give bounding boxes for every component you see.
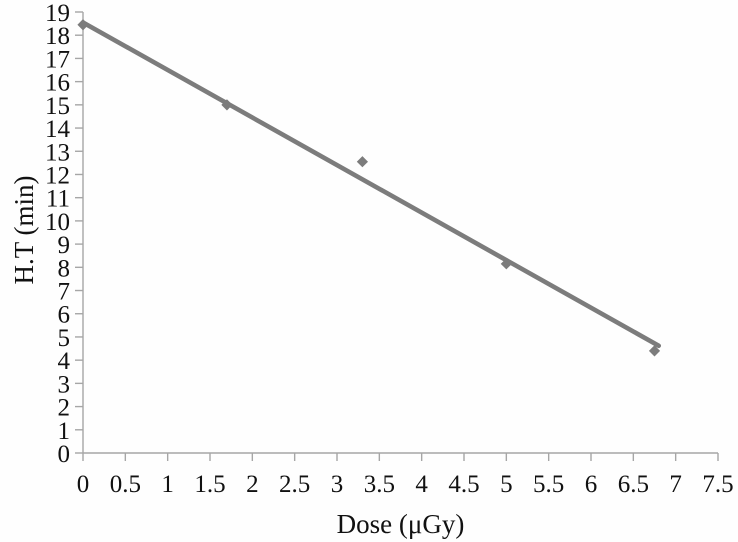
data-point-marker [500,258,512,270]
x-tick-label: 7.5 [702,471,733,498]
x-tick-label: 2.5 [279,471,310,498]
y-tick-label: 1 [58,418,71,445]
x-tick-label: 4.5 [448,471,479,498]
y-tick-label: 19 [45,0,70,27]
y-tick-label: 10 [45,209,70,236]
y-tick-label: 5 [58,325,71,352]
y-tick-label: 0 [58,441,71,468]
x-tick-label: 6 [585,471,598,498]
y-tick-label: 8 [58,255,71,282]
y-tick-label: 18 [45,23,70,50]
x-tick-label: 5.5 [533,471,564,498]
y-tick-label: 13 [45,139,70,166]
y-tick-label: 15 [45,93,70,120]
data-point-marker [77,19,89,31]
x-tick-label: 3 [331,471,344,498]
x-tick-label: 1.5 [194,471,225,498]
x-tick-label: 3.5 [364,471,395,498]
y-tick-label: 2 [58,395,71,422]
x-tick-label: 1 [161,471,174,498]
y-tick-label: 4 [58,348,71,375]
data-point-marker [648,345,661,357]
y-axis-label: H.T (min) [9,176,39,285]
y-tick-label: 7 [58,279,71,306]
y-tick-label: 14 [45,116,71,143]
x-tick-label: 6.5 [618,471,649,498]
x-tick-label: 2 [246,471,259,498]
data-points [77,19,661,357]
x-axis-label: Dose (μGy) [337,509,465,539]
axes [75,11,719,461]
y-tick-label: 16 [45,70,70,97]
trend-line [80,20,662,349]
data-point-marker [221,99,233,111]
x-axis-tick-labels: 0 0.5 1 1.5 2 2.5 3 3.5 4 4.5 5 5.5 6 6.5 7 7.5 [77,471,734,498]
y-tick-label: 11 [46,186,70,213]
x-tick-label: 0.5 [110,471,141,498]
y-tick-label: 17 [45,46,70,73]
trend-line-segment [80,20,662,349]
x-tick-label: 7 [669,471,682,498]
data-point-marker [356,156,368,168]
y-tick-label: 6 [58,302,71,329]
x-tick-label: 5 [500,471,513,498]
x-tick-label: 0 [77,471,90,498]
y-tick-label: 9 [58,232,71,259]
y-tick-label: 3 [58,371,71,398]
x-tick-label: 4 [415,471,428,498]
y-tick-label: 12 [45,162,70,189]
